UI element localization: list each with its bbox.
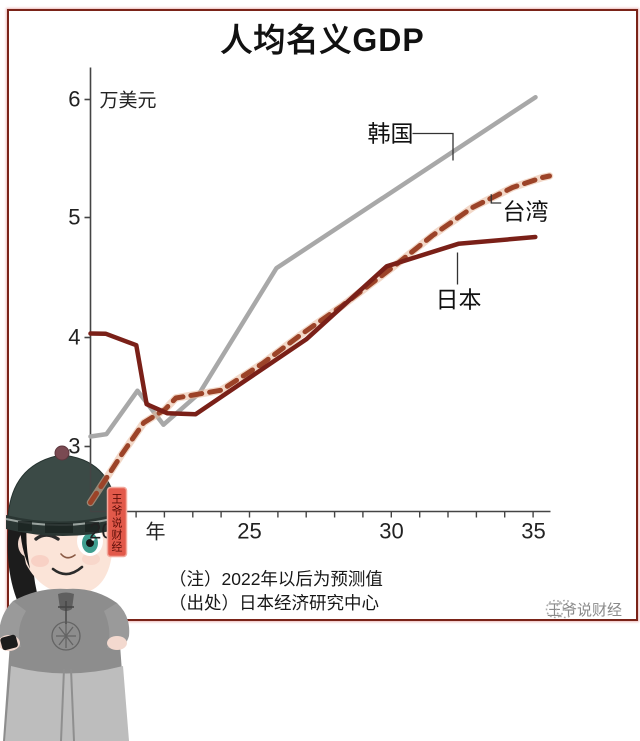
svg-text:3: 3	[68, 434, 80, 459]
svg-text:日本: 日本	[436, 287, 482, 313]
svg-text:5: 5	[68, 205, 80, 230]
svg-text:说: 说	[112, 516, 123, 530]
svg-text:30: 30	[379, 519, 403, 544]
svg-text:6: 6	[68, 87, 80, 112]
svg-text:经: 经	[112, 541, 123, 554]
svg-text:王: 王	[112, 494, 123, 506]
svg-text:万美元: 万美元	[100, 90, 157, 112]
svg-text:35: 35	[521, 519, 545, 544]
svg-text:年: 年	[146, 521, 166, 544]
svg-text:韩国: 韩国	[368, 121, 414, 147]
svg-text:财: 财	[112, 528, 123, 542]
svg-text:台湾: 台湾	[503, 199, 549, 225]
svg-text:爷: 爷	[112, 504, 123, 518]
svg-text:25: 25	[237, 519, 261, 544]
svg-text:4: 4	[68, 325, 80, 350]
